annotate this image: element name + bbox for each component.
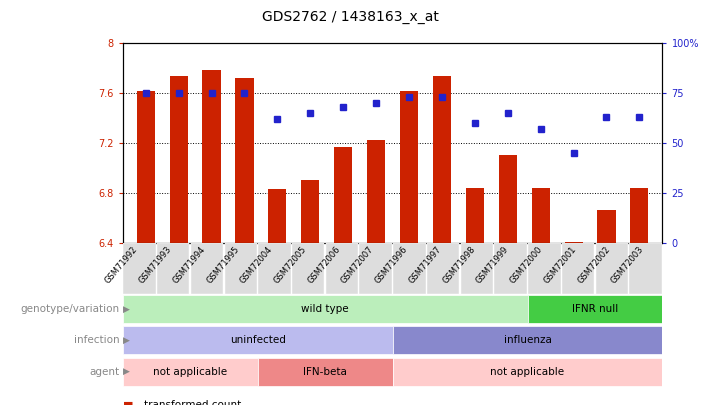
Text: agent: agent bbox=[89, 367, 119, 377]
Text: GSM72001: GSM72001 bbox=[542, 245, 578, 286]
Text: GSM72000: GSM72000 bbox=[508, 245, 545, 286]
Text: uninfected: uninfected bbox=[230, 335, 285, 345]
Bar bbox=[191, 243, 223, 294]
Bar bbox=[334, 147, 352, 243]
Bar bbox=[157, 243, 189, 294]
Bar bbox=[393, 243, 426, 294]
Text: GDS2762 / 1438163_x_at: GDS2762 / 1438163_x_at bbox=[262, 10, 439, 24]
Text: GSM72005: GSM72005 bbox=[272, 245, 308, 286]
Text: GSM72007: GSM72007 bbox=[339, 245, 376, 286]
Bar bbox=[170, 77, 188, 243]
Text: GSM71995: GSM71995 bbox=[205, 245, 240, 286]
Bar bbox=[531, 188, 550, 243]
Bar bbox=[292, 243, 325, 294]
Bar bbox=[258, 243, 291, 294]
Bar bbox=[360, 243, 392, 294]
Text: ■: ■ bbox=[123, 401, 133, 405]
Bar bbox=[597, 211, 615, 243]
Bar bbox=[528, 295, 662, 323]
Bar bbox=[528, 243, 561, 294]
Text: GSM71996: GSM71996 bbox=[374, 245, 409, 286]
Text: transformed count: transformed count bbox=[144, 401, 241, 405]
Bar bbox=[433, 77, 451, 243]
Bar bbox=[123, 358, 258, 386]
Text: infection: infection bbox=[74, 335, 119, 345]
Bar bbox=[465, 188, 484, 243]
Text: GSM72006: GSM72006 bbox=[306, 245, 342, 286]
Text: genotype/variation: genotype/variation bbox=[20, 304, 119, 314]
Bar bbox=[268, 189, 287, 243]
Text: IFN-beta: IFN-beta bbox=[303, 367, 347, 377]
Bar bbox=[203, 70, 221, 243]
Bar bbox=[367, 140, 385, 243]
Bar bbox=[393, 358, 662, 386]
Text: not applicable: not applicable bbox=[491, 367, 564, 377]
Bar bbox=[564, 242, 583, 243]
Text: GSM72003: GSM72003 bbox=[609, 245, 646, 286]
Bar bbox=[326, 243, 358, 294]
Bar bbox=[461, 243, 493, 294]
Bar bbox=[629, 243, 662, 294]
Bar bbox=[427, 243, 459, 294]
Text: GSM72004: GSM72004 bbox=[238, 245, 275, 286]
Bar bbox=[630, 188, 648, 243]
Text: GSM71999: GSM71999 bbox=[475, 245, 510, 286]
Text: not applicable: not applicable bbox=[153, 367, 227, 377]
Bar bbox=[498, 155, 517, 243]
Bar bbox=[400, 92, 418, 243]
Text: ▶: ▶ bbox=[123, 336, 130, 345]
Bar bbox=[301, 180, 320, 243]
Text: GSM71994: GSM71994 bbox=[171, 245, 207, 286]
Text: wild type: wild type bbox=[301, 304, 349, 314]
Bar bbox=[123, 295, 528, 323]
Text: IFNR null: IFNR null bbox=[572, 304, 618, 314]
Text: GSM72002: GSM72002 bbox=[576, 245, 612, 286]
Bar bbox=[224, 243, 257, 294]
Bar bbox=[494, 243, 527, 294]
Text: ▶: ▶ bbox=[123, 367, 130, 376]
Text: GSM71998: GSM71998 bbox=[441, 245, 477, 286]
Bar bbox=[123, 326, 393, 354]
Bar bbox=[596, 243, 628, 294]
Text: ▶: ▶ bbox=[123, 305, 130, 314]
Bar bbox=[236, 78, 254, 243]
Text: influenza: influenza bbox=[503, 335, 552, 345]
Text: GSM71992: GSM71992 bbox=[104, 245, 139, 286]
Text: GSM71997: GSM71997 bbox=[407, 245, 443, 286]
Bar bbox=[562, 243, 594, 294]
Bar bbox=[393, 326, 662, 354]
Bar bbox=[137, 92, 155, 243]
Bar bbox=[123, 243, 156, 294]
Bar bbox=[258, 358, 393, 386]
Text: GSM71993: GSM71993 bbox=[137, 245, 173, 286]
